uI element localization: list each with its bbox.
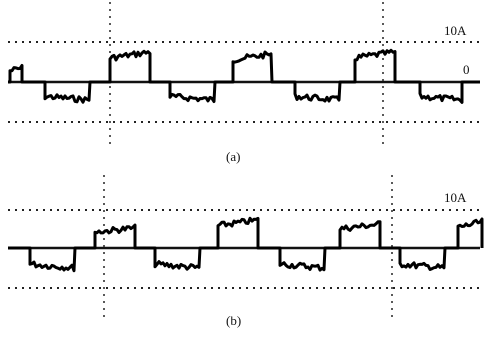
panel-b: 10A (b) <box>8 175 482 328</box>
caption: (b) <box>226 313 241 328</box>
zero-label: 0 <box>463 62 470 77</box>
current-waveform <box>8 50 480 102</box>
panel-a: 10A 0 (a) <box>8 2 480 164</box>
scale-label: 10A <box>444 190 467 205</box>
current-waveform <box>8 218 482 270</box>
scale-label: 10A <box>444 23 467 38</box>
figure: 10A 0 (a) 10A (b) <box>0 0 485 340</box>
caption: (a) <box>226 149 240 164</box>
